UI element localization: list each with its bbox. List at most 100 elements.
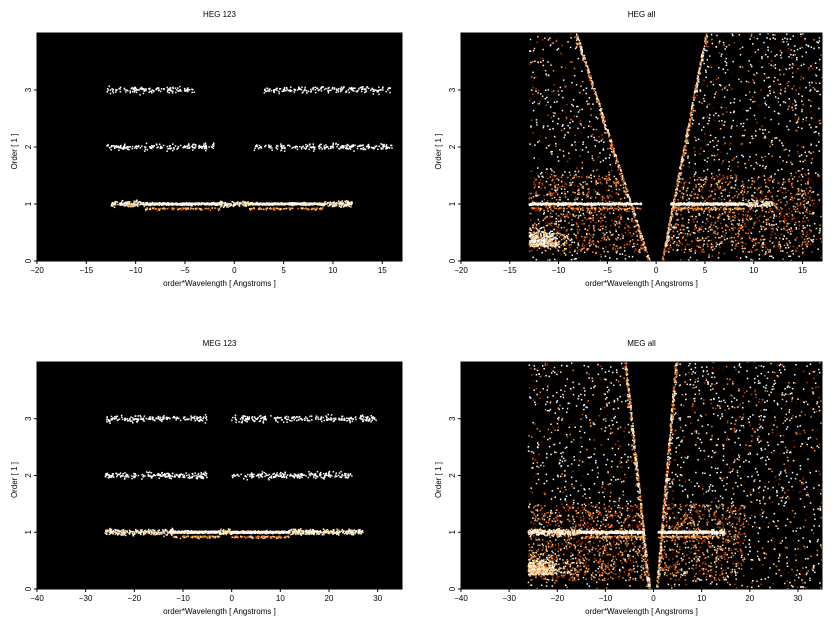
event-point-1-2347 xyxy=(578,176,580,178)
event-point-0-1778 xyxy=(277,145,279,147)
event-point-1-2190 xyxy=(777,226,779,228)
event-point-0-552 xyxy=(143,203,145,206)
event-point-1-101 xyxy=(596,169,598,171)
event-point-1-74 xyxy=(590,125,592,128)
event-point-1-969 xyxy=(609,178,611,181)
event-point-1-2049 xyxy=(713,240,715,242)
event-point-0-1735 xyxy=(203,143,205,145)
event-point-0-1402 xyxy=(281,204,283,206)
event-point-1-1407 xyxy=(604,216,606,218)
event-point-0-1218 xyxy=(195,203,198,206)
event-point-0-756 xyxy=(335,205,337,207)
event-point-1-1433 xyxy=(770,59,773,62)
event-point-0-1851 xyxy=(137,145,140,148)
event-point-0-664 xyxy=(141,202,144,204)
event-point-1-617 xyxy=(713,159,716,161)
event-point-1-2470 xyxy=(727,184,729,186)
event-point-0-2278 xyxy=(327,92,330,94)
event-point-1-2030 xyxy=(699,246,702,249)
event-point-1-731 xyxy=(687,142,690,144)
event-point-1-1964 xyxy=(776,203,778,205)
event-point-1-398 xyxy=(592,159,595,161)
event-point-1-682 xyxy=(777,190,779,192)
event-point-1-1281 xyxy=(557,118,560,120)
event-point-0-834 xyxy=(242,200,244,203)
event-point-0-1488 xyxy=(279,202,282,205)
event-point-0-1194 xyxy=(192,202,195,204)
event-point-1-1220 xyxy=(702,97,705,100)
event-point-1-1239 xyxy=(786,82,789,84)
y-tick-label: 3 xyxy=(24,87,33,92)
event-point-1-210 xyxy=(546,235,548,237)
event-point-1-476 xyxy=(696,237,699,239)
event-point-0-1173 xyxy=(181,203,183,205)
event-point-0-229 xyxy=(191,205,193,207)
event-point-0-2362 xyxy=(269,88,271,90)
event-point-1-1405 xyxy=(604,233,606,236)
event-point-1-346 xyxy=(698,123,700,125)
event-point-1-2463 xyxy=(613,175,616,178)
event-point-1-1080 xyxy=(574,144,577,146)
event-point-0-2323 xyxy=(142,92,145,95)
event-point-1-2545 xyxy=(579,248,581,251)
event-point-1-1129 xyxy=(774,64,777,66)
event-point-1-2564 xyxy=(572,209,575,211)
event-point-1-1898 xyxy=(623,205,625,207)
event-point-1-884 xyxy=(818,62,821,64)
event-point-1-129 xyxy=(818,40,821,42)
event-point-1-748 xyxy=(722,160,724,162)
event-point-0-1485 xyxy=(309,202,311,205)
event-point-0-1798 xyxy=(276,148,279,150)
event-point-0-1671 xyxy=(306,208,309,211)
event-point-1-1742 xyxy=(549,216,552,218)
event-point-0-1821 xyxy=(276,144,278,147)
event-point-1-1860 xyxy=(538,220,541,223)
event-point-1-28 xyxy=(780,41,783,43)
event-point-0-2142 xyxy=(143,90,145,92)
event-point-1-213 xyxy=(565,230,567,233)
event-point-1-2059 xyxy=(606,210,609,212)
event-point-0-2361 xyxy=(172,87,174,90)
event-point-1-1574 xyxy=(789,48,792,50)
event-point-0-2232 xyxy=(300,88,303,91)
event-point-0-2279 xyxy=(304,88,306,91)
event-point-1-2120 xyxy=(782,181,785,184)
event-point-0-535 xyxy=(337,200,340,202)
event-point-1-211 xyxy=(599,181,602,184)
event-point-1-1789 xyxy=(712,198,715,200)
x-tick-label: 5 xyxy=(281,266,286,275)
event-point-0-1927 xyxy=(124,145,126,147)
event-point-1-90 xyxy=(698,252,701,254)
event-point-1-2178 xyxy=(541,184,544,186)
event-point-1-122 xyxy=(547,37,550,39)
event-point-1-541 xyxy=(733,41,735,44)
event-point-0-1980 xyxy=(367,143,370,146)
event-point-1-1332 xyxy=(737,188,739,190)
event-point-1-521 xyxy=(789,38,792,40)
event-point-1-936 xyxy=(556,101,558,103)
event-point-1-1609 xyxy=(797,193,800,195)
event-point-0-2002 xyxy=(253,149,256,152)
event-point-0-861 xyxy=(223,205,226,207)
event-point-1-564 xyxy=(558,246,561,248)
event-point-0-1999 xyxy=(270,145,272,147)
event-point-1-966 xyxy=(723,252,726,255)
event-point-1-991 xyxy=(751,194,754,197)
event-point-0-1227 xyxy=(157,207,159,210)
event-point-0-2129 xyxy=(368,87,370,90)
event-point-0-1612 xyxy=(255,203,257,205)
event-point-1-2350 xyxy=(595,183,597,186)
event-point-1-2162 xyxy=(796,192,799,195)
event-point-0-2272 xyxy=(364,91,366,94)
event-point-1-685 xyxy=(709,134,712,137)
event-point-1-1226 xyxy=(549,46,551,48)
event-point-1-43 xyxy=(810,111,812,114)
event-point-1-2177 xyxy=(702,225,704,228)
event-point-0-15 xyxy=(240,202,242,205)
event-point-0-805 xyxy=(119,202,121,205)
event-point-1-1451 xyxy=(750,64,752,66)
event-point-1-1934 xyxy=(619,201,622,204)
event-point-1-1346 xyxy=(812,151,815,153)
event-point-0-429 xyxy=(233,203,235,206)
event-point-1-1698 xyxy=(596,214,598,216)
